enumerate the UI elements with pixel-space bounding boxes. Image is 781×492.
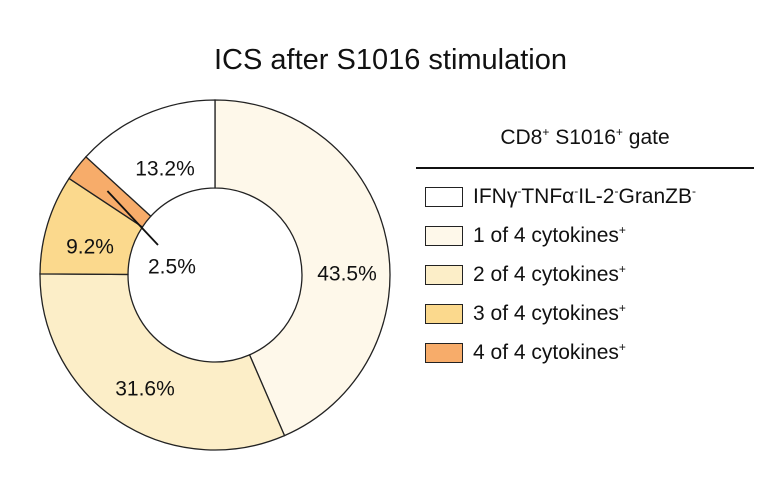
slice-3 <box>39 273 286 451</box>
slice-label-4: 9.2% <box>66 236 114 259</box>
slice-label-2: 43.5% <box>317 263 377 286</box>
legend-item-1: IFNγ-TNFα-IL-2-GranZB- <box>425 185 765 209</box>
legend-swatch-2 <box>425 226 463 246</box>
legend-item-2: 1 of 4 cytokines+ <box>425 224 765 248</box>
legend-item-4: 3 of 4 cytokines+ <box>425 302 765 326</box>
slice-2 <box>214 99 391 437</box>
donut-slices <box>39 99 391 451</box>
slice-label-1: 13.2% <box>135 158 195 181</box>
legend-label-1: IFNγ-TNFα-IL-2-GranZB- <box>473 184 697 208</box>
legend-label-3: 2 of 4 cytokines+ <box>473 262 626 286</box>
slice-label-5: 2.5% <box>148 256 196 279</box>
legend-swatch-1 <box>425 187 463 207</box>
legend-item-5: 4 of 4 cytokines+ <box>425 341 765 365</box>
legend-divider <box>416 167 754 169</box>
slice-labels: 43.5% 31.6% 9.2% 2.5% 13.2% <box>66 158 377 401</box>
legend-swatch-3 <box>425 265 463 285</box>
slice-1 <box>85 99 216 218</box>
legend-label-5: 4 of 4 cytokines+ <box>473 340 626 364</box>
legend-label-4: 3 of 4 cytokines+ <box>473 301 626 325</box>
chart-title: ICS after S1016 stimulation <box>213 44 567 76</box>
slice-label-3: 31.6% <box>115 378 175 401</box>
legend: IFNγ-TNFα-IL-2-GranZB- 1 of 4 cytokines+ 2… <box>425 185 765 380</box>
legend-title: CD8+ S1016+ gate <box>500 125 670 149</box>
legend-label-2: 1 of 4 cytokines+ <box>473 223 626 247</box>
slice-5-leader-line <box>106 190 159 246</box>
legend-item-3: 2 of 4 cytokines+ <box>425 263 765 287</box>
legend-swatch-4 <box>425 304 463 324</box>
legend-swatch-5 <box>425 343 463 363</box>
